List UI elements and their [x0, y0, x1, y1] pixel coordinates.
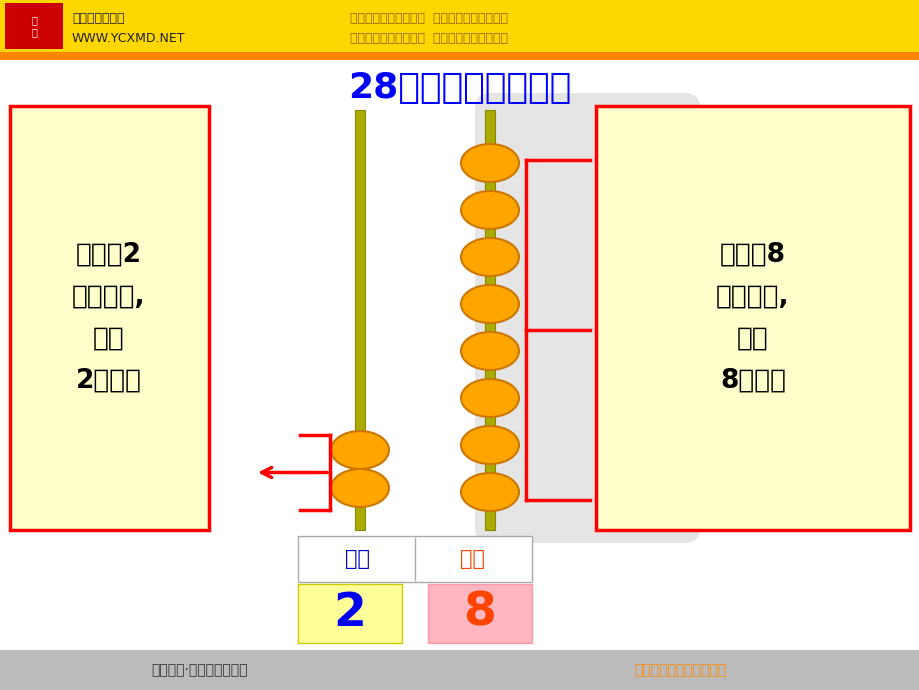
Text: 提升现代教育技术水平  提升干部教师队伍素质: 提升现代教育技术水平 提升干部教师队伍素质 [349, 12, 507, 25]
FancyBboxPatch shape [0, 0, 919, 52]
FancyBboxPatch shape [298, 584, 402, 643]
Text: 28在计数器上的表示: 28在计数器上的表示 [348, 71, 571, 105]
Text: 右边的8
在个位上,
表示
8个一。: 右边的8 在个位上, 表示 8个一。 [715, 242, 789, 394]
Text: 明理。守德。储学。笃行: 明理。守德。储学。笃行 [633, 663, 725, 677]
FancyBboxPatch shape [5, 3, 62, 49]
FancyBboxPatch shape [10, 106, 209, 530]
FancyBboxPatch shape [474, 93, 699, 543]
Text: 个位: 个位 [460, 549, 484, 569]
FancyBboxPatch shape [0, 52, 919, 60]
Ellipse shape [460, 473, 518, 511]
Ellipse shape [460, 144, 518, 182]
Text: 河南商丘·虞城县明德小学: 河南商丘·虞城县明德小学 [152, 663, 248, 677]
FancyBboxPatch shape [484, 110, 494, 530]
Text: 明
德: 明 德 [31, 15, 37, 37]
Text: 8: 8 [463, 591, 496, 636]
Ellipse shape [460, 379, 518, 417]
Ellipse shape [331, 469, 389, 507]
Ellipse shape [460, 285, 518, 323]
Ellipse shape [460, 426, 518, 464]
FancyBboxPatch shape [298, 536, 531, 582]
Ellipse shape [460, 238, 518, 276]
Text: 十位: 十位 [345, 549, 369, 569]
Text: 2: 2 [334, 591, 366, 636]
Text: WWW.YCXMD.NET: WWW.YCXMD.NET [72, 32, 186, 44]
FancyBboxPatch shape [0, 650, 919, 690]
FancyBboxPatch shape [596, 106, 909, 530]
Ellipse shape [460, 191, 518, 229]
FancyBboxPatch shape [355, 110, 365, 530]
Ellipse shape [460, 332, 518, 370]
Text: 提升明德小学教育质量  促进每位学生全面发展: 提升明德小学教育质量 促进每位学生全面发展 [349, 32, 507, 44]
Text: 虞城县明德小学: 虞城县明德小学 [72, 12, 124, 25]
FancyBboxPatch shape [427, 584, 531, 643]
Ellipse shape [331, 431, 389, 469]
Text: 左边的2
在十位上,
表示
2个十。: 左边的2 在十位上, 表示 2个十。 [72, 242, 145, 394]
